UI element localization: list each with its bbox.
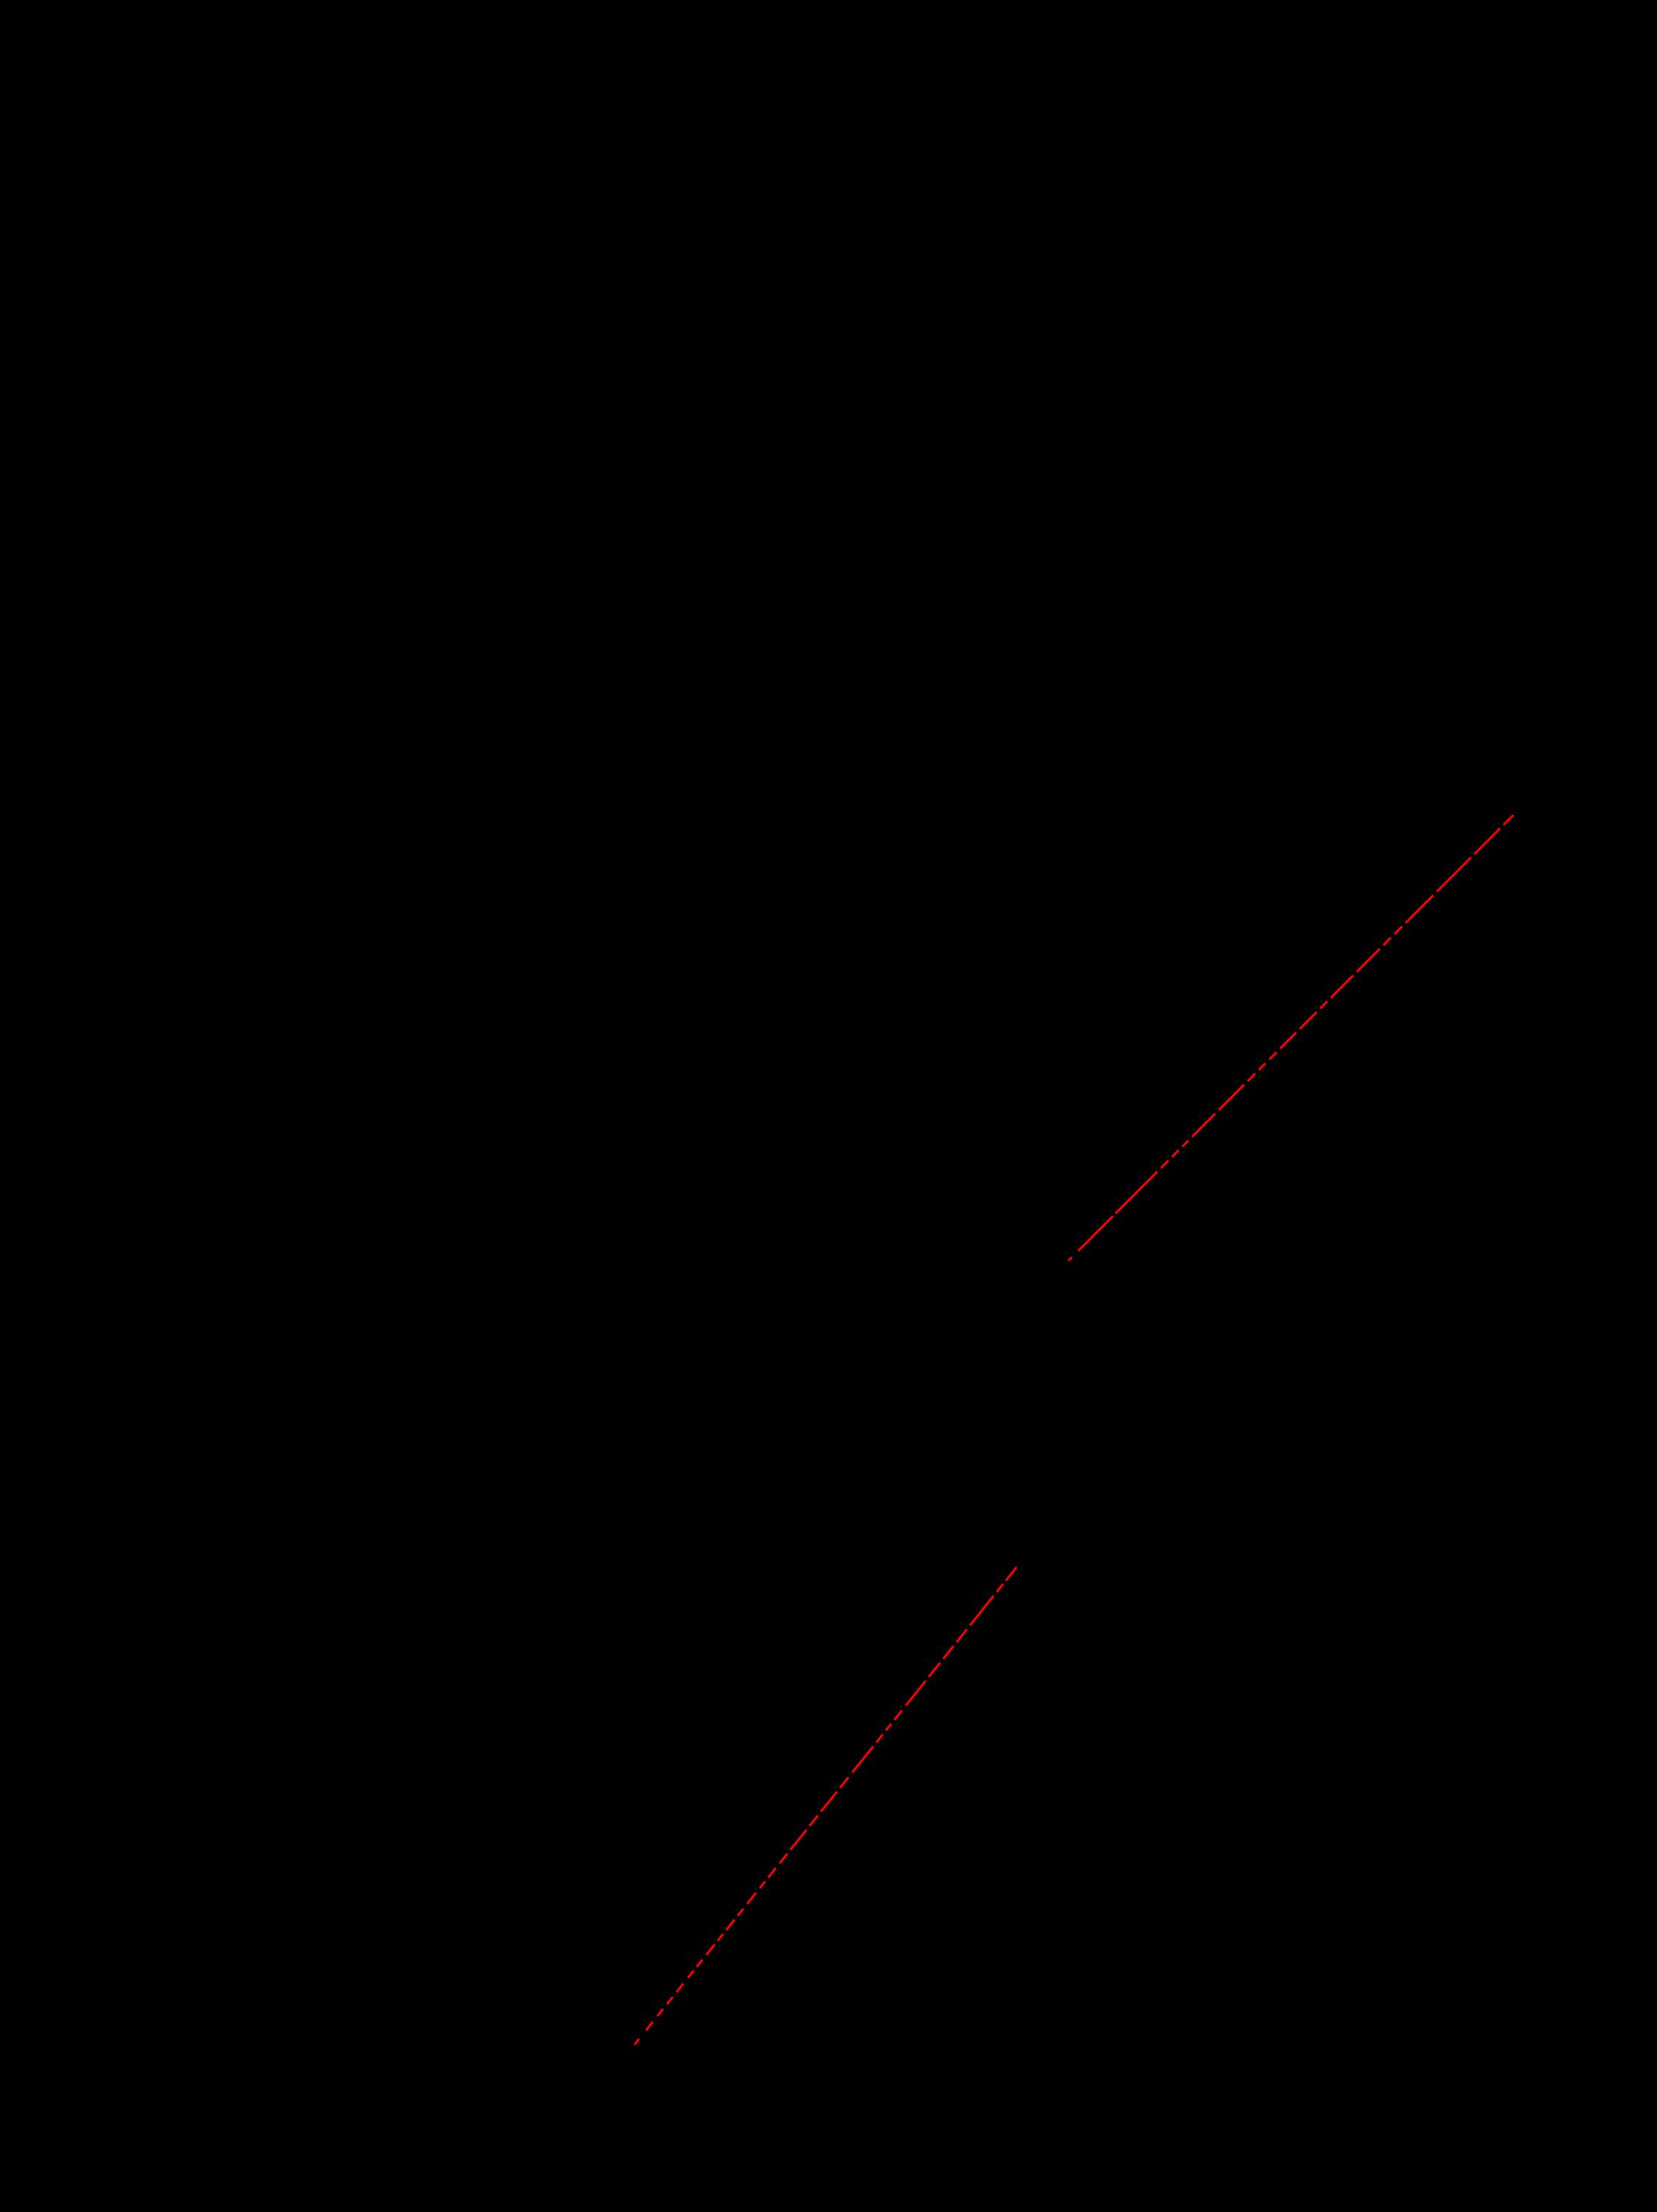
top-panel-reference-line — [1067, 814, 1515, 1262]
bottom-panel-reference-line — [633, 1566, 1018, 2045]
reference-line-segment — [968, 1595, 995, 1626]
reference-line-segment — [675, 1983, 685, 1994]
reference-line-segment — [1279, 1031, 1297, 1050]
reference-line-segment — [875, 1733, 884, 1743]
reference-line-segment — [893, 1709, 903, 1721]
reference-line-segment — [1330, 974, 1354, 999]
reference-line-segment — [885, 1723, 892, 1732]
reference-line-segment — [1258, 1062, 1267, 1071]
reference-line-segment — [851, 1745, 874, 1774]
reference-line-segment — [1299, 1011, 1318, 1030]
reference-line-segment — [1114, 1170, 1159, 1215]
reference-line-segment — [789, 1829, 808, 1851]
reference-line-segment — [687, 1970, 695, 1979]
reference-line-segment — [1436, 857, 1472, 893]
reference-line-segment — [1247, 1073, 1256, 1082]
reference-line-segment — [666, 1996, 674, 2005]
reference-line-segment — [955, 1628, 968, 1643]
reference-line-segment — [1502, 814, 1515, 826]
reference-line-segment — [767, 1867, 777, 1879]
reference-line-segment — [695, 1959, 703, 1968]
reference-line-segment — [656, 2008, 664, 2017]
reference-line-segment — [1067, 1256, 1073, 1262]
reference-line-segment — [905, 1680, 927, 1707]
reference-line-segment — [809, 1814, 819, 1827]
reference-line-segment — [1181, 1139, 1190, 1147]
reference-line-segment — [996, 1583, 1005, 1593]
reference-line-segment — [1473, 828, 1502, 856]
reference-line-segment — [1393, 925, 1403, 935]
reference-line-segment — [1405, 894, 1434, 924]
reference-line-segment — [1382, 936, 1392, 946]
reference-line-segment — [717, 1933, 724, 1942]
reference-line-segment — [1159, 1159, 1170, 1169]
reference-line-segment — [1191, 1113, 1216, 1138]
reference-line-segment — [1268, 1051, 1278, 1060]
reference-line-segment — [759, 1880, 766, 1889]
reference-line-segment — [1319, 1000, 1328, 1010]
reference-line-segment — [1356, 948, 1381, 973]
reference-line-segment — [839, 1776, 850, 1789]
reference-line-segment — [746, 1891, 757, 1905]
reference-line-segment — [737, 1908, 745, 1917]
reference-line-segment — [942, 1645, 955, 1660]
reference-line-segment — [1171, 1149, 1180, 1158]
reference-line-segment — [705, 1943, 716, 1956]
reference-line-segment — [820, 1791, 838, 1813]
reference-line-segment — [1077, 1215, 1114, 1252]
reference-line-segment — [645, 2021, 654, 2031]
reference-line-segment — [633, 2038, 640, 2045]
reference-line-segment — [928, 1662, 941, 1678]
reference-line-segment — [1005, 1566, 1018, 1582]
reference-line-segment — [1218, 1084, 1245, 1111]
reference-line-segment — [778, 1853, 789, 1864]
reference-line-segment — [725, 1919, 736, 1931]
